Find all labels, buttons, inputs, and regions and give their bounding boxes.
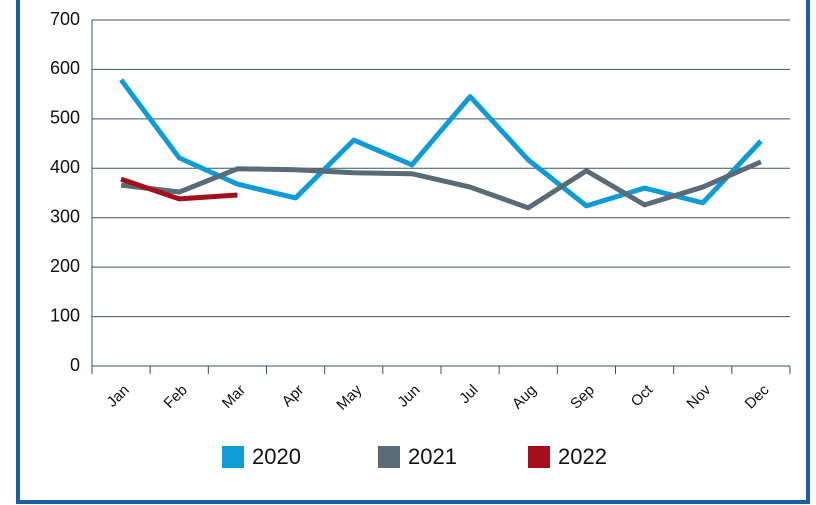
legend-swatch — [222, 446, 244, 468]
series-line — [120, 176, 238, 202]
y-tick-label: 0 — [70, 355, 80, 375]
y-tick-label: 100 — [50, 305, 80, 325]
legend-swatch — [378, 446, 400, 468]
legend-label: 2021 — [408, 444, 457, 469]
x-tick-label: May — [333, 381, 365, 413]
x-tick-label: Jun — [394, 382, 423, 411]
x-tick-label: Feb — [161, 382, 191, 412]
x-tick-label: Mar — [219, 382, 249, 412]
y-tick-label: 400 — [50, 157, 80, 177]
series-line — [120, 159, 762, 211]
y-tick-label: 500 — [50, 108, 80, 128]
x-tick-label: Sep — [567, 382, 598, 413]
frame — [16, 0, 810, 504]
legend-swatch — [528, 446, 550, 468]
x-tick-label: Nov — [683, 381, 714, 412]
legend-label: 2020 — [252, 444, 301, 469]
y-tick-label: 300 — [50, 206, 80, 226]
y-tick-label: 600 — [50, 58, 80, 78]
legend-label: 2022 — [558, 444, 607, 469]
y-tick-label: 700 — [50, 9, 80, 29]
x-tick-label: Dec — [742, 381, 773, 412]
series-line — [119, 78, 763, 209]
x-tick-label: Oct — [628, 381, 657, 410]
x-tick-label: Jul — [456, 382, 482, 408]
x-tick-label: Apr — [279, 382, 308, 411]
x-tick-label: Aug — [509, 382, 540, 413]
y-tick-label: 200 — [50, 256, 80, 276]
x-tick-label: Jan — [104, 382, 133, 411]
